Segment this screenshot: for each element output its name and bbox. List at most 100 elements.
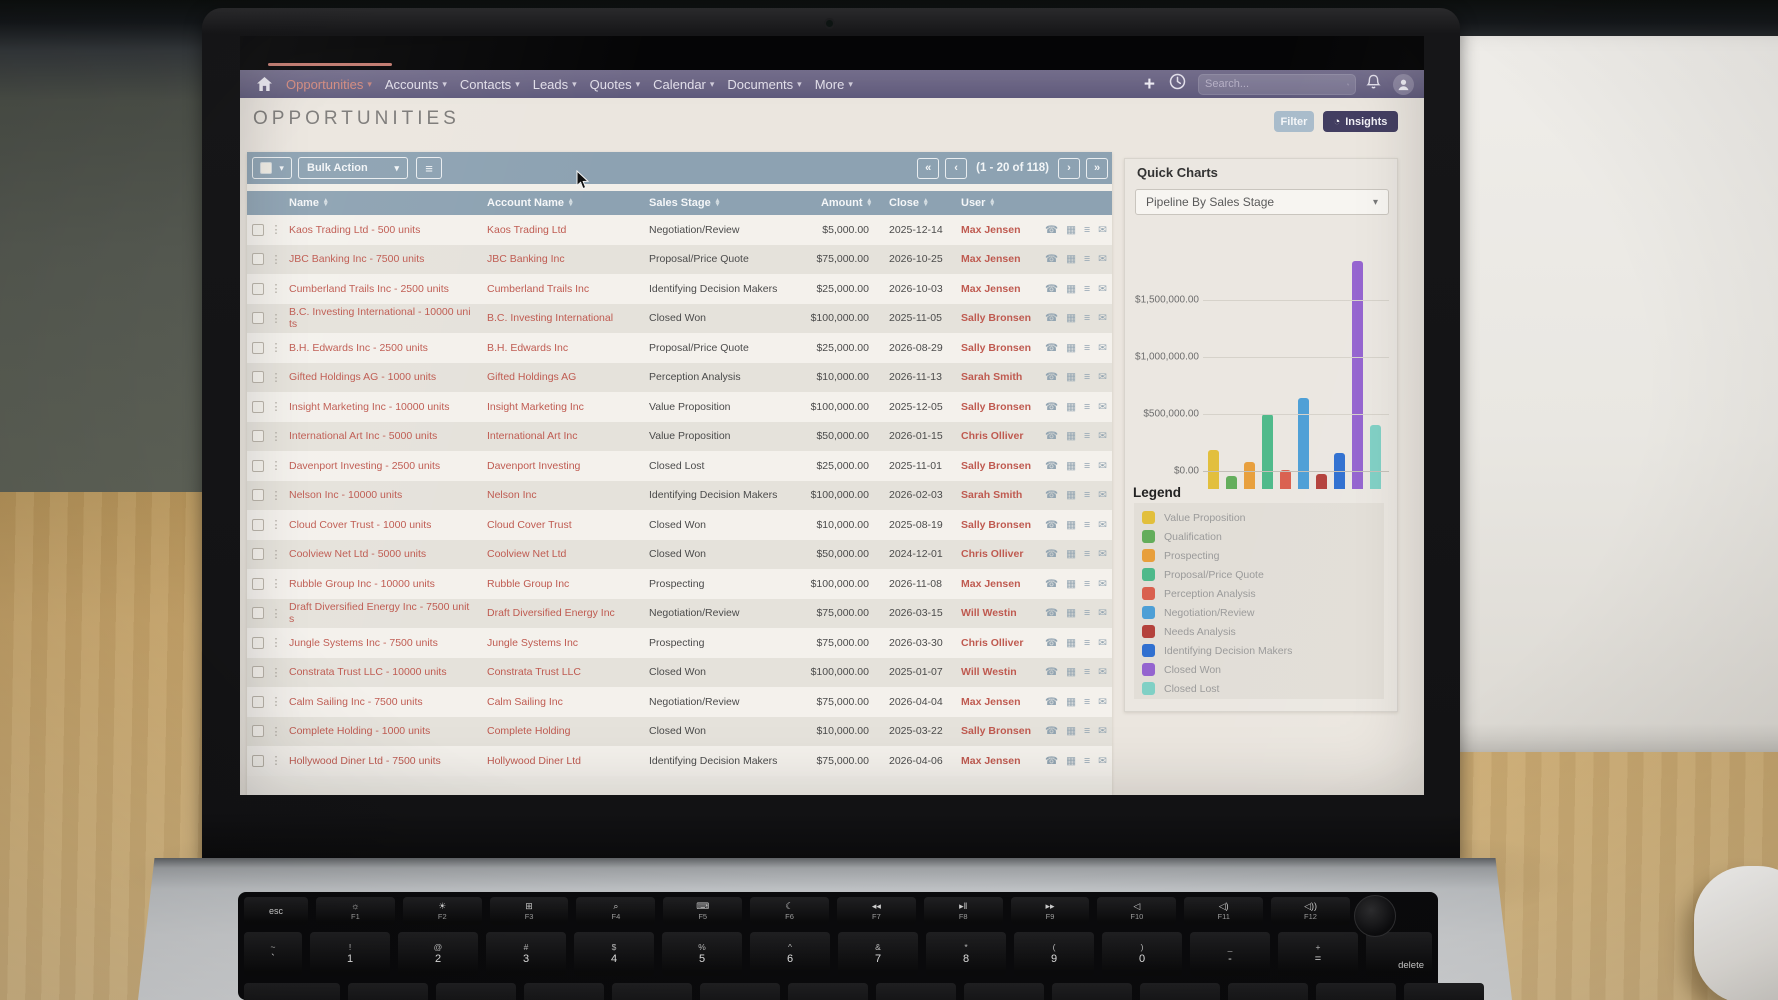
account-name-link[interactable]: Hollywood Diner Ltd (487, 754, 581, 767)
key-f4[interactable]: ⌕ F4 (576, 897, 656, 925)
phone-icon[interactable]: ☎ (1045, 636, 1059, 649)
email-icon[interactable]: ✉ (1098, 548, 1107, 561)
row-checkbox[interactable] (252, 725, 264, 738)
bar-prospecting[interactable] (1244, 462, 1255, 489)
opportunity-name-link[interactable]: Draft Diversified Energy Inc - 7500 unit… (289, 601, 470, 626)
sort-icon[interactable]: ▴ ▾ (323, 197, 328, 208)
bar-perception-analysis[interactable] (1280, 470, 1291, 489)
key-partial[interactable] (700, 983, 780, 1000)
row-checkbox[interactable] (252, 253, 264, 266)
row-checkbox[interactable] (252, 312, 264, 325)
user-link[interactable]: Max Jensen (961, 223, 1021, 236)
key-f3[interactable]: ⊞ F3 (489, 897, 569, 925)
email-icon[interactable]: ✉ (1098, 666, 1107, 679)
calendar-icon[interactable]: ▦ (1066, 489, 1077, 502)
calendar-icon[interactable]: ▦ (1066, 695, 1077, 708)
tasks-icon[interactable]: ≡ (1084, 430, 1091, 443)
phone-icon[interactable]: ☎ (1045, 577, 1059, 590)
row-menu-icon[interactable]: ⋮ (270, 460, 282, 473)
sort-icon[interactable]: ▴ ▾ (990, 197, 994, 208)
calendar-icon[interactable]: ▦ (1066, 518, 1077, 531)
email-icon[interactable]: ✉ (1098, 725, 1107, 738)
opportunity-name-link[interactable]: Nelson Inc - 10000 units (289, 489, 403, 502)
list-view-button[interactable]: ≡ (416, 157, 442, 179)
opportunity-name-link[interactable]: B.C. Investing International - 10000 uni… (289, 306, 471, 331)
row-checkbox[interactable] (252, 400, 264, 413)
email-icon[interactable]: ✉ (1098, 695, 1107, 708)
user-link[interactable]: Sarah Smith (961, 371, 1023, 384)
key-2[interactable]: @2 (398, 932, 478, 976)
email-icon[interactable]: ✉ (1098, 577, 1107, 590)
tasks-icon[interactable]: ≡ (1084, 459, 1091, 472)
account-name-link[interactable]: Kaos Trading Ltd (487, 223, 567, 236)
key-f12[interactable]: ◁)) F12 (1271, 897, 1350, 925)
row-checkbox[interactable] (252, 223, 264, 236)
bar-closed-won[interactable] (1352, 261, 1363, 489)
phone-icon[interactable]: ☎ (1045, 400, 1059, 413)
row-menu-icon[interactable]: ⋮ (270, 519, 282, 532)
key-partial[interactable] (1316, 983, 1396, 1000)
phone-icon[interactable]: ☎ (1045, 459, 1059, 472)
key-partial[interactable] (1140, 983, 1220, 1000)
row-menu-icon[interactable]: ⋮ (270, 224, 282, 237)
email-icon[interactable]: ✉ (1098, 489, 1107, 502)
account-name-link[interactable]: Calm Sailing Inc (487, 695, 563, 708)
account-name-link[interactable]: Coolview Net Ltd (487, 548, 567, 561)
key-partial[interactable] (524, 983, 604, 1000)
email-icon[interactable]: ✉ (1098, 518, 1107, 531)
user-link[interactable]: Chris Olliver (961, 548, 1024, 561)
phone-icon[interactable]: ☎ (1045, 518, 1059, 531)
email-icon[interactable]: ✉ (1098, 253, 1107, 266)
opportunity-name-link[interactable]: Constrata Trust LLC - 10000 units (289, 666, 447, 679)
account-name-link[interactable]: JBC Banking Inc (487, 253, 565, 266)
email-icon[interactable]: ✉ (1098, 636, 1107, 649)
nav-item-accounts[interactable]: Accounts ▾ (385, 77, 447, 92)
calendar-icon[interactable]: ▦ (1066, 666, 1077, 679)
calendar-icon[interactable]: ▦ (1066, 371, 1077, 384)
phone-icon[interactable]: ☎ (1045, 695, 1059, 708)
nav-item-quotes[interactable]: Quotes ▾ (590, 77, 640, 92)
row-menu-icon[interactable]: ⋮ (270, 401, 282, 414)
user-link[interactable]: Max Jensen (961, 253, 1021, 266)
user-link[interactable]: Will Westin (961, 607, 1017, 620)
phone-icon[interactable]: ☎ (1045, 371, 1059, 384)
phone-icon[interactable]: ☎ (1045, 341, 1059, 354)
row-checkbox[interactable] (252, 548, 264, 561)
nav-item-calendar[interactable]: Calendar ▾ (653, 77, 714, 92)
column-header-name[interactable]: Name ▴ ▾ (283, 197, 481, 209)
account-name-link[interactable]: Constrata Trust LLC (487, 666, 581, 679)
row-checkbox[interactable] (252, 459, 264, 472)
calendar-icon[interactable]: ▦ (1066, 400, 1077, 413)
tasks-icon[interactable]: ≡ (1084, 636, 1091, 649)
key-f1[interactable]: ☼ F1 (316, 897, 395, 925)
calendar-icon[interactable]: ▦ (1066, 636, 1077, 649)
user-link[interactable]: Max Jensen (961, 754, 1021, 767)
calendar-icon[interactable]: ▦ (1066, 430, 1077, 443)
key-f5[interactable]: ⌨ F5 (663, 897, 743, 925)
first-page-button[interactable]: « (917, 157, 940, 179)
calendar-icon[interactable]: ▦ (1066, 754, 1077, 767)
notifications-button[interactable] (1366, 74, 1381, 95)
power-touchid-button[interactable] (1354, 895, 1396, 937)
tasks-icon[interactable]: ≡ (1084, 489, 1091, 502)
account-name-link[interactable]: Cloud Cover Trust (487, 518, 572, 531)
key-esc[interactable]: esc (244, 897, 308, 925)
opportunity-name-link[interactable]: International Art Inc - 5000 units (289, 430, 438, 443)
account-name-link[interactable]: Draft Diversified Energy Inc (487, 607, 615, 620)
row-checkbox[interactable] (252, 341, 264, 354)
key-f6[interactable]: ☾ F6 (750, 897, 829, 925)
row-checkbox[interactable] (252, 754, 264, 767)
account-name-link[interactable]: Insight Marketing Inc (487, 400, 584, 413)
phone-icon[interactable]: ☎ (1045, 489, 1059, 502)
opportunity-name-link[interactable]: Coolview Net Ltd - 5000 units (289, 548, 427, 561)
key-0[interactable]: ) 0 (1102, 932, 1182, 976)
opportunity-name-link[interactable]: Insight Marketing Inc - 10000 units (289, 400, 450, 413)
key-8[interactable]: * 8 (926, 932, 1006, 976)
row-checkbox[interactable] (252, 636, 264, 649)
user-link[interactable]: Max Jensen (961, 577, 1021, 590)
column-header-sales-stage[interactable]: Sales Stage ▴ ▾ (643, 197, 795, 209)
key-7[interactable]: & 7 (838, 932, 918, 976)
calendar-icon[interactable]: ▦ (1066, 312, 1077, 325)
sort-icon[interactable]: ▴ ▾ (867, 197, 871, 208)
key-f11[interactable]: ◁) F11 (1184, 897, 1264, 925)
